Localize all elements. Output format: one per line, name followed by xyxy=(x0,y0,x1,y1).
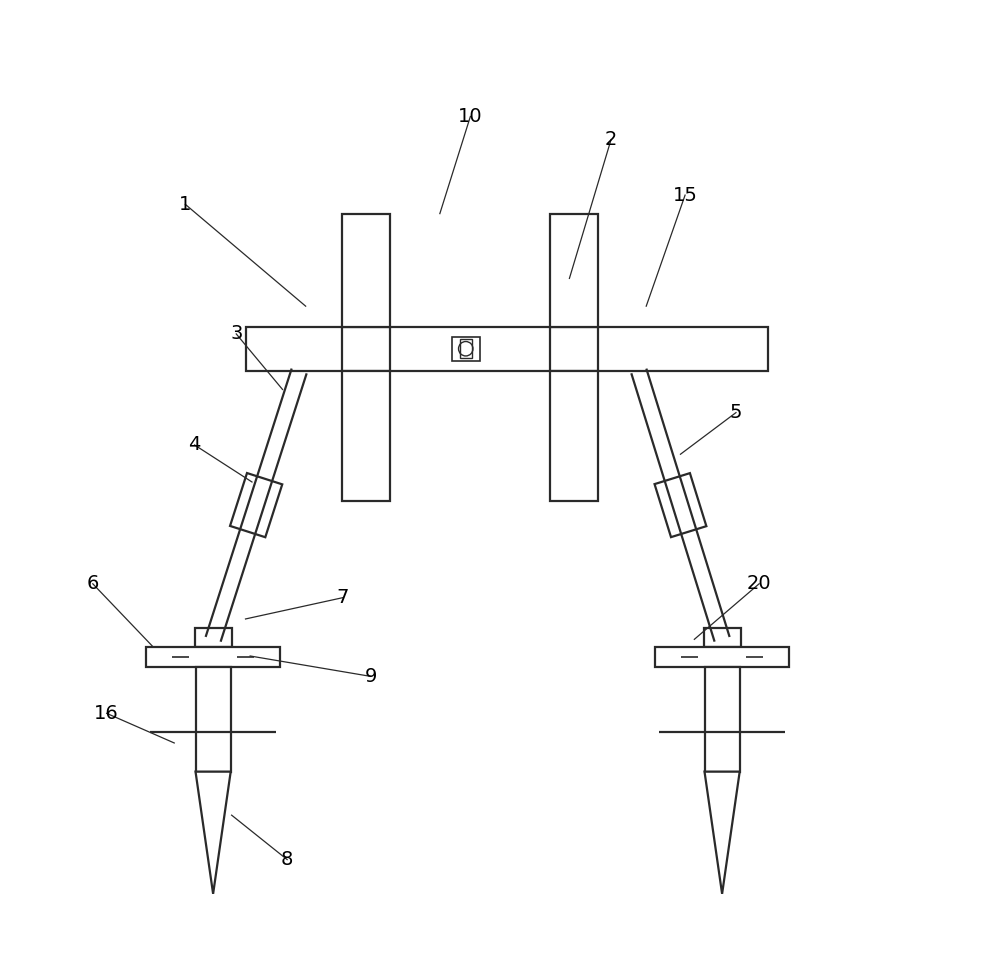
Text: 8: 8 xyxy=(281,850,293,870)
Text: 6: 6 xyxy=(87,575,99,593)
Text: 1: 1 xyxy=(179,195,192,214)
Polygon shape xyxy=(196,771,231,894)
Bar xyxy=(342,371,390,500)
Bar xyxy=(704,629,741,647)
Bar xyxy=(246,327,768,371)
Bar xyxy=(196,667,231,771)
Bar xyxy=(460,339,472,359)
Text: 9: 9 xyxy=(364,667,377,685)
Bar xyxy=(550,371,598,500)
Text: 20: 20 xyxy=(747,575,771,593)
Bar xyxy=(550,214,598,327)
Bar xyxy=(195,629,232,647)
Text: 15: 15 xyxy=(673,186,698,204)
Text: 2: 2 xyxy=(605,130,617,149)
Text: 16: 16 xyxy=(94,704,119,723)
Polygon shape xyxy=(655,473,706,537)
Text: 7: 7 xyxy=(336,588,349,607)
Text: 10: 10 xyxy=(458,107,483,126)
Bar xyxy=(705,667,740,771)
Polygon shape xyxy=(230,473,282,537)
Bar xyxy=(452,336,480,361)
Text: 5: 5 xyxy=(730,403,742,422)
Bar xyxy=(655,647,789,667)
Text: 3: 3 xyxy=(230,325,242,343)
Polygon shape xyxy=(705,771,740,894)
Text: 4: 4 xyxy=(188,436,201,454)
Bar xyxy=(342,214,390,327)
Bar xyxy=(146,647,280,667)
